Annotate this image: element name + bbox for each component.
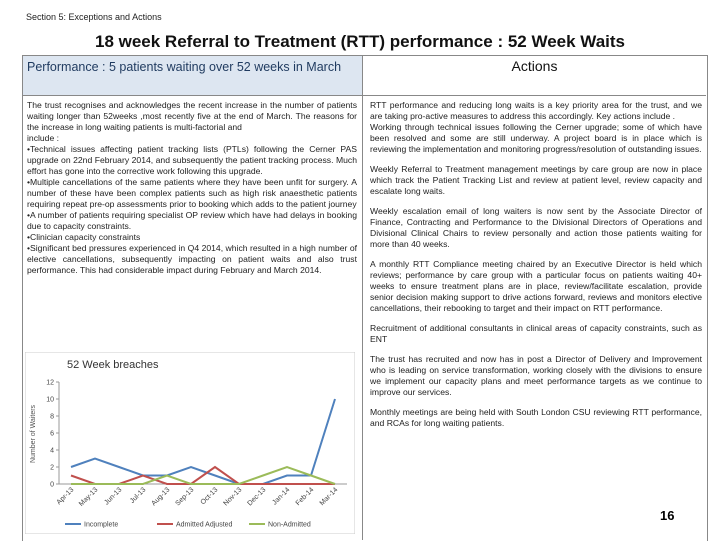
paragraph: •Technical issues affecting patient trac…: [27, 144, 357, 176]
y-tick-label: 4: [50, 448, 54, 455]
left-text: The trust recognises and acknowledges th…: [27, 100, 357, 276]
paragraph: Working through technical issues followi…: [370, 122, 702, 154]
header-divider: [22, 95, 706, 96]
paragraph: •Multiple cancellations of the same pati…: [27, 177, 357, 209]
legend-label: Non-Admitted: [268, 522, 311, 529]
table-border: [22, 55, 708, 541]
y-tick-label: 2: [50, 465, 54, 472]
paragraph: •Clinician capacity constraints: [27, 232, 141, 242]
right-text: RTT performance and reducing long waits …: [370, 100, 702, 438]
y-tick-label: 0: [50, 482, 54, 489]
series-line: [70, 398, 336, 485]
page-title: 18 week Referral to Treatment (RTT) perf…: [94, 32, 625, 51]
section-label: Section 5: Exceptions and Actions: [26, 12, 162, 22]
right-heading: Actions: [511, 58, 558, 74]
paragraph: The trust has recruited and now has in p…: [370, 354, 702, 397]
paragraph: include :: [27, 133, 60, 143]
paragraph: RTT performance and reducing long waits …: [370, 100, 702, 121]
paragraph: The trust recognises and acknowledges th…: [27, 100, 357, 132]
chart-title: 52 Week breaches: [67, 359, 159, 371]
paragraph: Weekly Referral to Treatment management …: [370, 164, 702, 196]
left-heading: Performance : 5 patients waiting over 52…: [23, 56, 362, 95]
paragraph: •A number of patients requiring speciali…: [27, 210, 357, 231]
paragraph: A monthly RTT Compliance meeting chaired…: [370, 259, 702, 313]
chart-frame: [25, 352, 355, 534]
paragraph: Monthly meetings are being held with Sou…: [370, 407, 702, 428]
page-number: 16: [660, 508, 675, 523]
column-divider: [362, 55, 363, 540]
y-tick-label: 8: [50, 414, 54, 421]
legend-label: Incomplete: [84, 522, 118, 529]
chart: 52 Week breaches Number of Waiters 0 2 4 6 8…: [25, 352, 355, 534]
y-axis-title: Number of Waiters: [30, 404, 37, 463]
y-tick-label: 6: [50, 431, 54, 438]
paragraph: Recruitment of additional consultants in…: [370, 323, 702, 344]
series-line: [71, 465, 336, 485]
y-tick-label: 12: [46, 380, 54, 387]
paragraph: Weekly escalation email of long waiters …: [370, 206, 702, 249]
legend-label: Admitted Adjusted: [176, 522, 233, 529]
y-tick-label: 10: [46, 397, 54, 404]
paragraph: •Significant bed pressures experienced i…: [27, 243, 357, 275]
